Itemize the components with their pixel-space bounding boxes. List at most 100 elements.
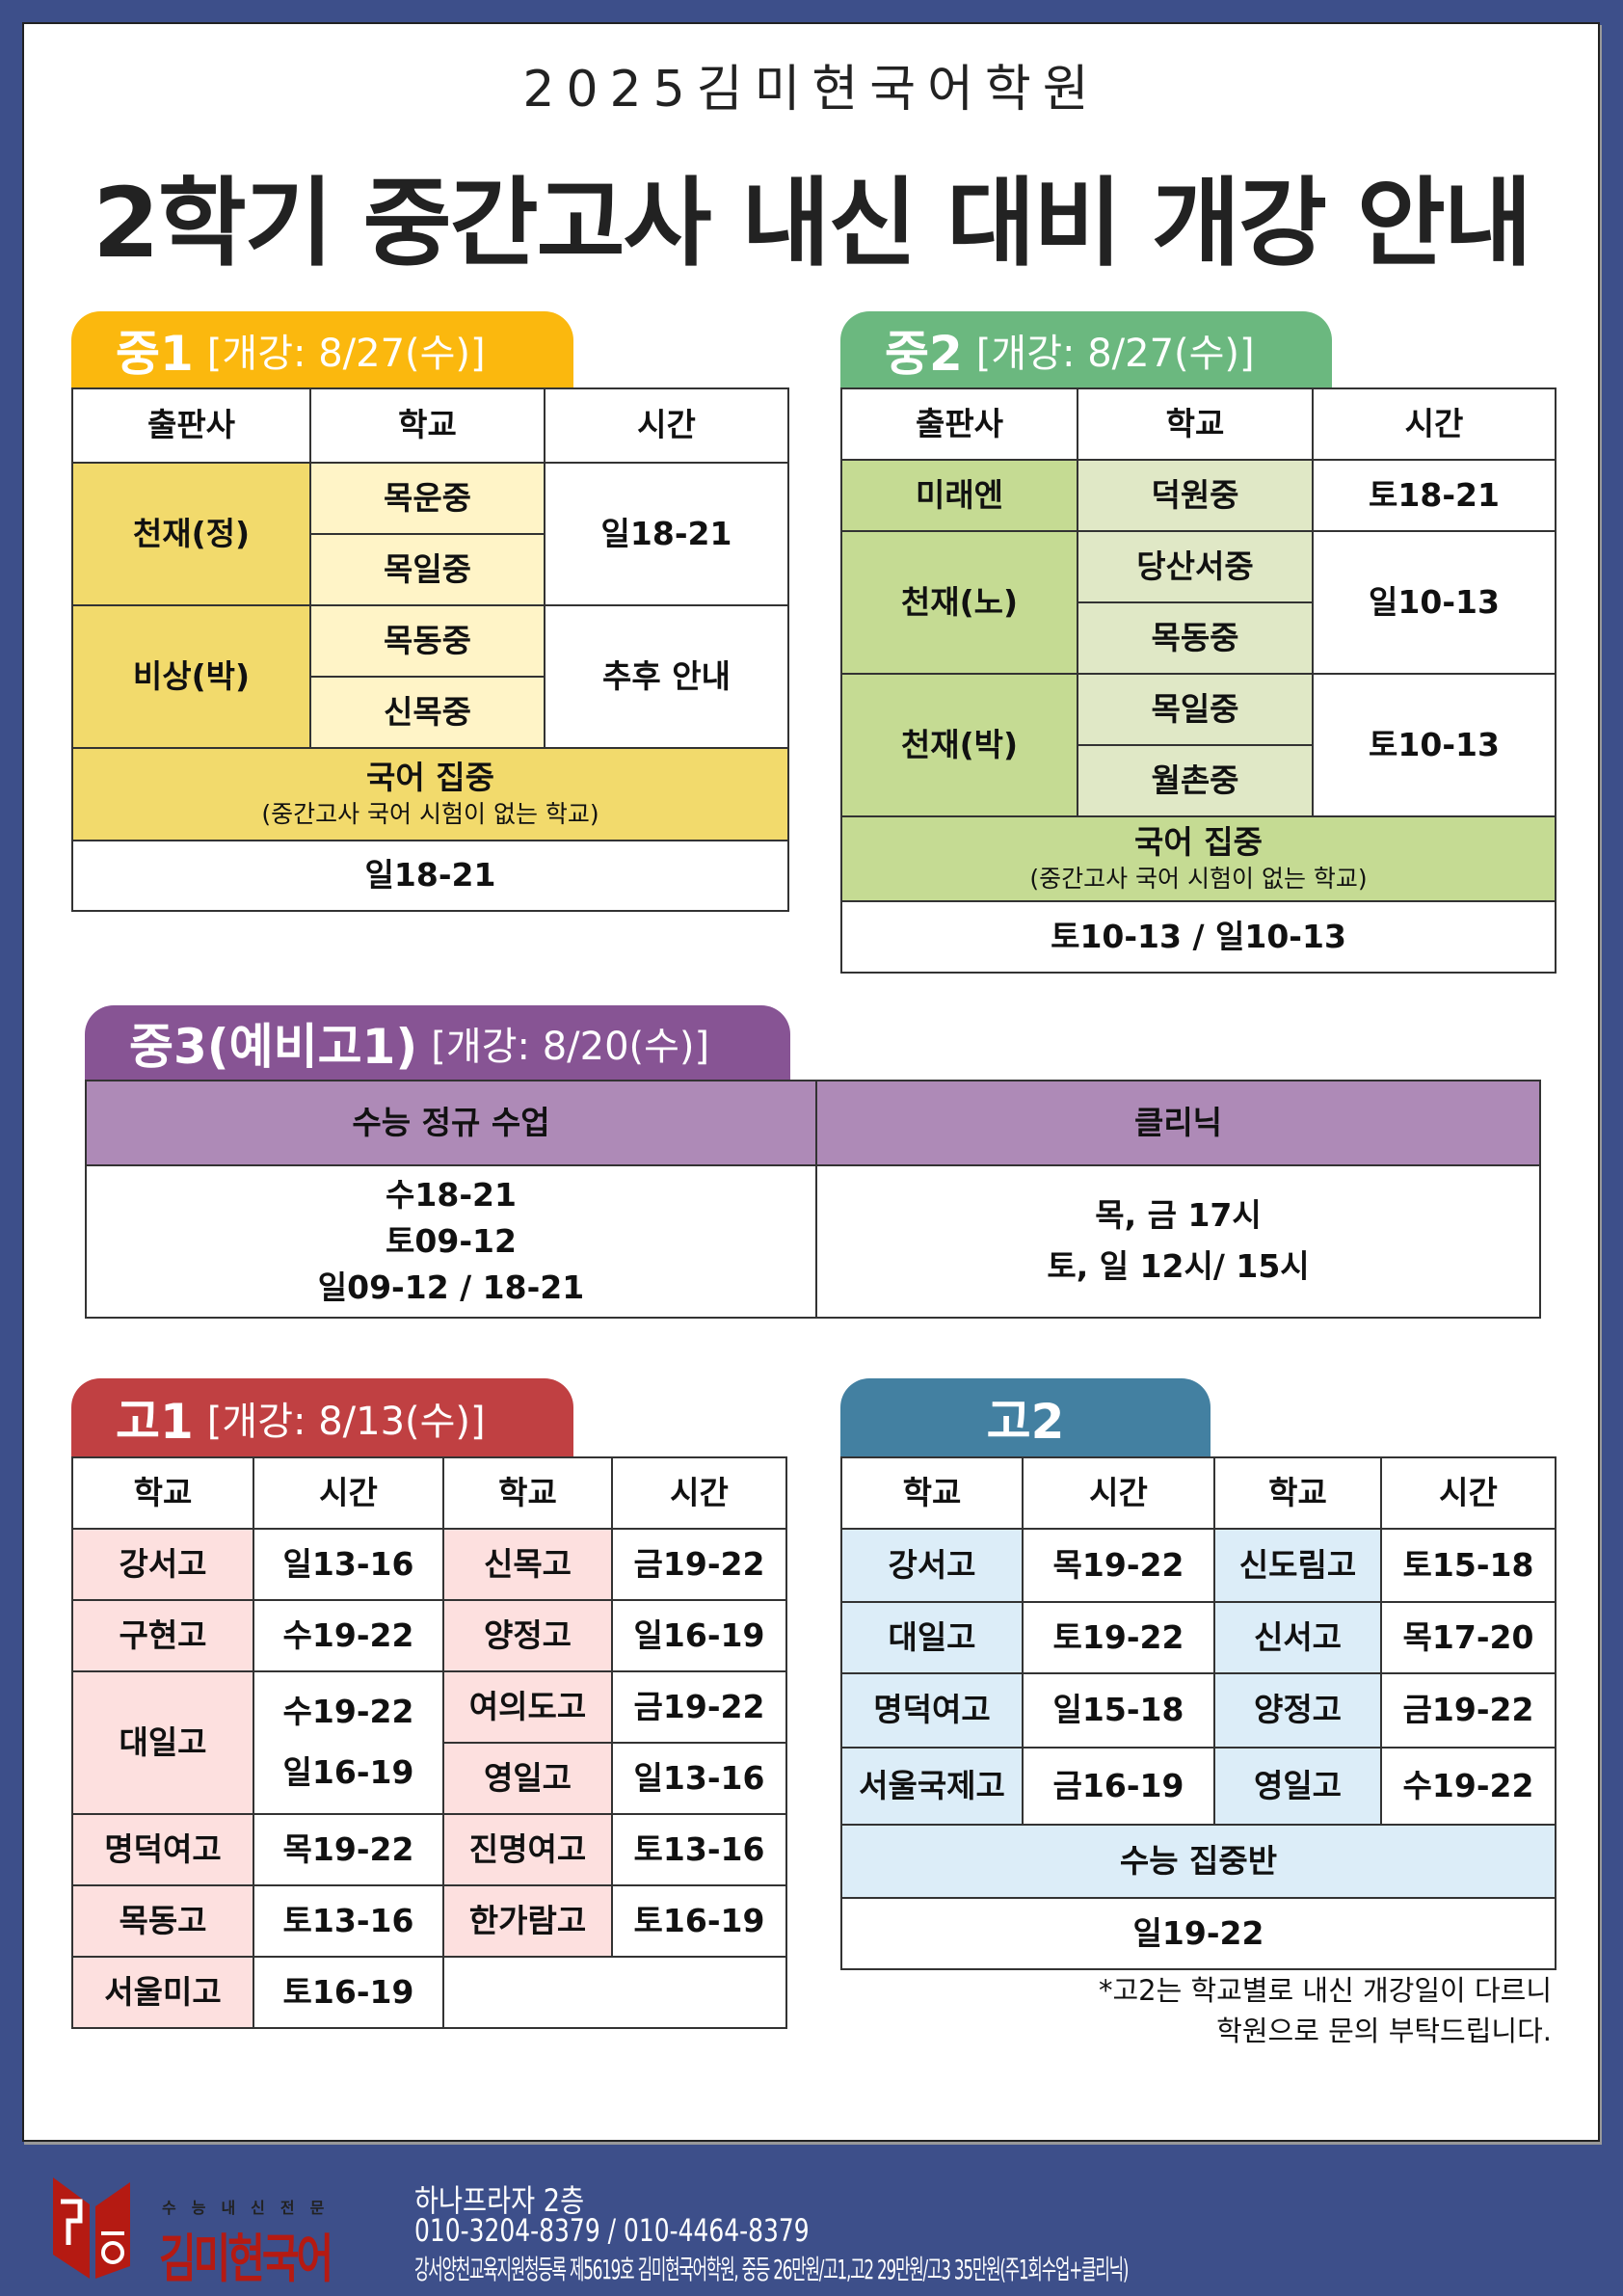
open-date: [개강: 8/27(수)]: [206, 331, 486, 376]
time-cell: 일15-18: [1022, 1672, 1215, 1749]
school-cell: 목동중: [309, 604, 545, 678]
school-cell: 한가람고: [442, 1884, 613, 1958]
header-cell: 시간: [1312, 387, 1556, 461]
note-line: *고2는 학교별로 내신 개강일이 다르니: [1098, 1974, 1552, 2007]
time-cell: 일18-21: [544, 462, 789, 606]
school-cell: 덕원중: [1077, 459, 1314, 532]
school-cell: 월촌중: [1077, 744, 1314, 817]
publisher-cell: 미래엔: [840, 459, 1078, 532]
school-cell: 목일중: [309, 533, 545, 606]
time-line: 일09-12 / 18-21: [317, 1268, 585, 1306]
school-cell: 강서고: [840, 1528, 1024, 1603]
time-line: 일16-19: [282, 1753, 414, 1791]
time-cell: 금19-22: [1380, 1672, 1556, 1749]
header-cell: 수능 정규 수업: [85, 1080, 817, 1166]
m1-table: 출판사 학교 시간 천재(정) 목운중 일18-21 목일중 비상(박) 목동중 추후 안내…: [71, 387, 789, 912]
header-cell: 학교: [309, 387, 545, 464]
header-cell: 출판사: [840, 387, 1078, 461]
focus-time: 토10-13 / 일10-13: [840, 900, 1556, 974]
school-cell: 강서고: [71, 1528, 254, 1601]
grade-label: 고1: [116, 1393, 194, 1450]
school-cell: 구현고: [71, 1599, 254, 1672]
m2-tab: 중2 [개강: 8/27(수)]: [840, 311, 1332, 387]
publisher-cell: 천재(정): [71, 462, 311, 606]
grade-label: 중2: [885, 325, 963, 382]
book-logo-icon: [53, 2177, 130, 2279]
time-cell: 추후 안내: [544, 604, 789, 749]
school-cell: 당산서중: [1077, 530, 1314, 603]
m3-tab: 중3(예비고1) [개강: 8/20(수)]: [85, 1005, 790, 1081]
time-cell: 토18-21: [1312, 459, 1556, 532]
school-cell: 서울미고: [71, 1956, 254, 2029]
time-cell: 토16-19: [611, 1884, 787, 1958]
school-cell: 신도림고: [1213, 1528, 1382, 1603]
time-cell: 수19-22 일16-19: [253, 1670, 444, 1815]
time-cell: 토16-19: [253, 1956, 444, 2029]
open-date: [개강: 8/27(수)]: [975, 331, 1255, 376]
school-cell: 서울국제고: [840, 1747, 1024, 1826]
time-cell: 수19-22: [1380, 1747, 1556, 1826]
time-line: 수19-22: [282, 1693, 414, 1731]
time-cell: 토13-16: [611, 1813, 787, 1886]
time-cell: 금16-19: [1022, 1747, 1215, 1826]
footer-address: 하나프라자 2층: [414, 2182, 585, 2219]
header-cell: 학교: [1213, 1456, 1382, 1530]
school-cell: 영일고: [442, 1742, 613, 1815]
academy-name: 2025김미현국어학원: [522, 61, 1101, 119]
focus-cell: 국어 집중 (중간고사 국어 시험이 없는 학교): [71, 747, 789, 841]
school-cell: 양정고: [442, 1599, 613, 1672]
footer-phone: 010-3204-8379 / 010-4464-8379: [414, 2212, 810, 2249]
h1-tab: 고1 [개강: 8/13(수)]: [71, 1378, 573, 1456]
logo-tagline: 수능내신전문: [162, 2199, 340, 2217]
grade-label: 고2: [986, 1393, 1065, 1450]
time-cell: 수19-22: [253, 1599, 444, 1672]
header-cell: 학교: [442, 1456, 613, 1530]
h2-table: 학교 시간 학교 시간 강서고 목19-22 신도림고 토15-18 대일고 토19-22 신서…: [840, 1456, 1556, 1970]
school-cell: 신목중: [309, 676, 545, 749]
header-cell: 학교: [1077, 387, 1314, 461]
header-cell: 시간: [544, 387, 789, 464]
header-cell: 학교: [840, 1456, 1024, 1530]
time-cell: 목19-22: [253, 1813, 444, 1886]
school-cell: 목운중: [309, 462, 545, 535]
publisher-cell: 천재(박): [840, 673, 1078, 817]
time-cell: 토19-22: [1022, 1601, 1215, 1674]
time-cell: 일16-19: [611, 1599, 787, 1672]
school-cell: 양정고: [1213, 1672, 1382, 1749]
time-line: 목, 금 17시: [1095, 1196, 1262, 1235]
intensive-time: 일19-22: [840, 1897, 1556, 1970]
footer-registration: 강서양천교육지원청등록 제5619호 김미현국어학원, 중등 26만원/고1,고…: [414, 2254, 1129, 2285]
time-line: 토, 일 12시/ 15시: [1047, 1247, 1310, 1285]
academy-logo: 수능내신전문 김미현국어: [51, 2177, 388, 2289]
time-line: 토09-12: [386, 1222, 517, 1261]
intensive-cell: 수능 집중반: [840, 1824, 1556, 1899]
time-cell: 일13-16: [611, 1742, 787, 1815]
school-cell: 신서고: [1213, 1601, 1382, 1674]
grade-label: 중1: [116, 325, 194, 382]
time-cell: 금19-22: [611, 1670, 787, 1744]
school-cell: 명덕여고: [71, 1813, 254, 1886]
page-title: 2학기 중간고사 내신 대비 개강 안내: [93, 167, 1532, 280]
note-line: 학원으로 문의 부탁드립니다.: [1216, 2015, 1552, 2047]
school-cell: 대일고: [840, 1601, 1024, 1674]
header-cell: 시간: [611, 1456, 787, 1530]
header-cell: 시간: [1022, 1456, 1215, 1530]
focus-cell: 국어 집중 (중간고사 국어 시험이 없는 학교): [840, 815, 1556, 902]
logo-name: 김미현국어: [159, 2229, 333, 2289]
time-cell: 토10-13: [1312, 673, 1556, 817]
time-cell: 목19-22: [1022, 1528, 1215, 1603]
open-date: [개강: 8/20(수)]: [431, 1025, 710, 1069]
time-cell: 목17-20: [1380, 1601, 1556, 1674]
school-cell: 목동고: [71, 1884, 254, 1958]
time-cell: 토13-16: [253, 1884, 444, 1958]
time-line: 수18-21: [386, 1176, 517, 1215]
empty-cell: [442, 1956, 787, 2029]
school-cell: 영일고: [1213, 1747, 1382, 1826]
focus-time: 일18-21: [71, 840, 789, 912]
h1-table: 학교 시간 학교 시간 강서고 일13-16 신목고 금19-22 구현고 수19-22 양정고…: [71, 1456, 787, 2029]
m1-tab: 중1 [개강: 8/27(수)]: [71, 311, 573, 387]
school-cell: 진명여고: [442, 1813, 613, 1886]
m3-table: 수능 정규 수업 클리닉 수18-21 토09-12 일09-12 / 18-21 목…: [85, 1080, 1541, 1319]
